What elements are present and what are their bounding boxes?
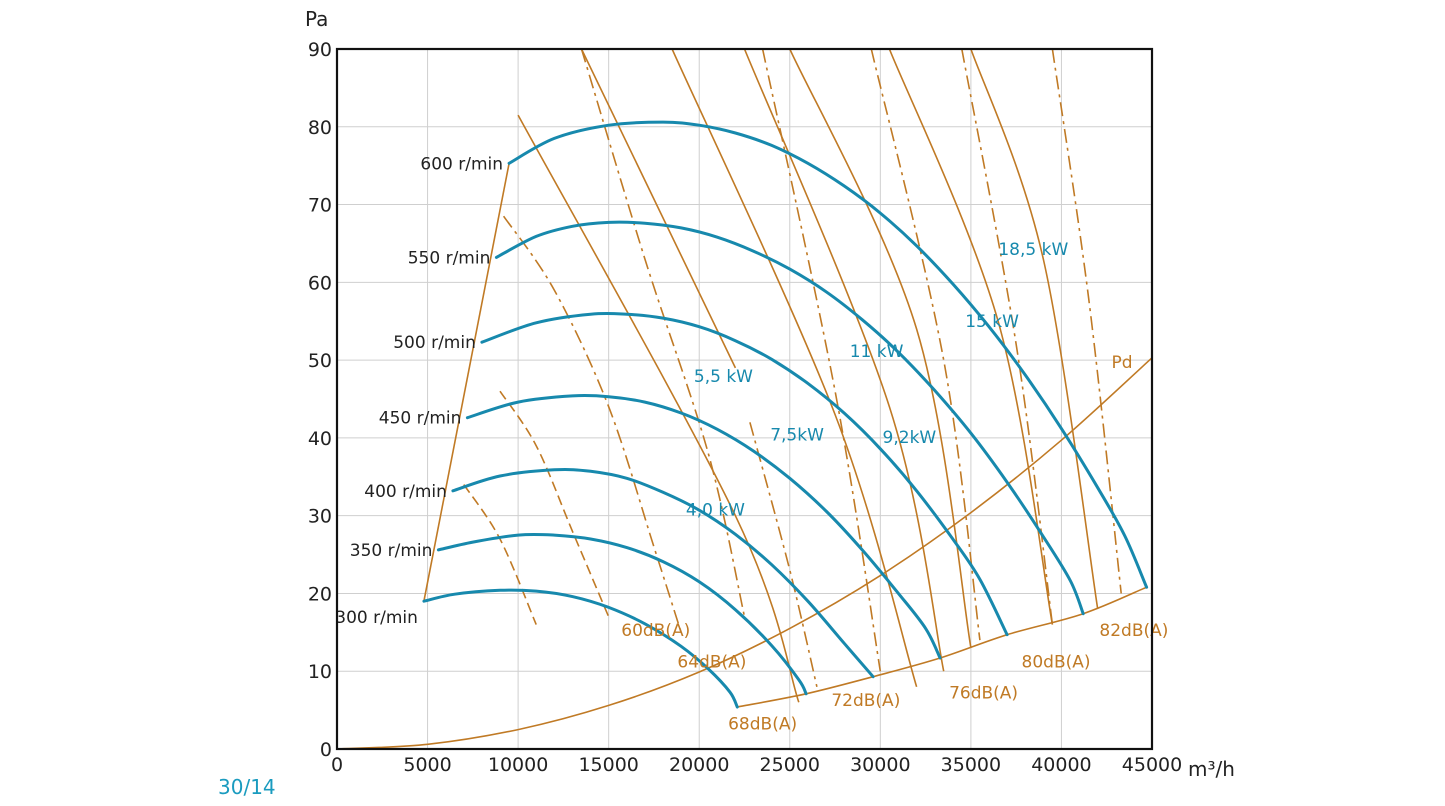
y-tick-label: 50 [308,350,332,372]
power-line [789,49,972,649]
speed-curve-label: 600 r/min [420,154,503,174]
noise-line [499,390,610,618]
power-line-label: 18,5 kW [998,240,1068,260]
speed-curve [480,311,1009,637]
curve-labels: 300 r/min 350 r/min 400 r/min 450 r/min 500 … [335,154,1168,734]
power-line-label: 9,2kW [883,428,937,448]
pd-curve-label: Pd [1111,353,1132,373]
noise-line [1051,49,1122,594]
speed-limit-line [423,163,510,602]
noise-line-label: 64dB(A) [677,652,746,672]
speed-curve-label: 500 r/min [393,333,476,353]
noise-line-label: 80dB(A) [1022,652,1091,672]
power-line-label: 7,5kW [770,426,824,446]
x-tick-label: 5000 [403,754,451,776]
noise-line-label: 72dB(A) [831,691,900,711]
power-line [970,49,1099,610]
x-tick-label: 45000 [1122,754,1182,776]
noise-line-label: 82dB(A) [1099,621,1168,641]
speed-curve-label: 400 r/min [364,482,447,502]
noise-line [463,484,537,625]
power-line-label: 15 kW [965,312,1019,332]
y-axis-label: Pa [305,7,328,31]
grid [337,49,1152,749]
y-tick-label: 0 [320,739,332,761]
x-tick-label: 10000 [488,754,548,776]
speed-curve-label: 550 r/min [408,248,491,268]
y-tick-label: 90 [308,39,332,61]
speed-curve-label: 300 r/min [335,608,418,628]
x-tick-label: 0 [331,754,343,776]
y-tick-label: 20 [308,583,332,605]
x-tick-label: 30000 [850,754,910,776]
power-line [888,49,1054,625]
x-tick-label: 15000 [578,754,638,776]
power-line [580,49,737,369]
x-axis-label: m³/h [1188,757,1235,781]
plot-frame [335,47,1154,751]
x-tick-label: 20000 [669,754,729,776]
noise-line-label: 60dB(A) [621,621,690,641]
power-line-label: 5,5 kW [694,367,753,387]
noise-line [961,49,1054,625]
y-tick-label: 40 [308,428,332,450]
speed-curve [494,220,1085,616]
speed-curve [465,393,942,660]
noise-line-label: 76dB(A) [949,683,1018,703]
speed-curve [436,532,808,696]
speed-curve [422,588,739,709]
y-tick-label: 80 [308,117,332,139]
y-axis-ticks: 0 10 20 30 40 50 60 70 80 90 [308,39,332,761]
noise-line-label: 68dB(A) [728,715,797,735]
y-tick-label: 30 [308,506,332,528]
power-line [517,114,800,703]
page-code: 30/14 [218,775,276,799]
speed-curves [422,120,1149,709]
y-tick-label: 70 [308,195,332,217]
speed-curve-label: 450 r/min [379,409,462,429]
power-line-label: 11 kW [850,342,904,362]
speed-curve-label: 350 r/min [350,541,433,561]
power-line [743,49,945,672]
noise-line [870,49,981,641]
speed-curve [507,120,1149,589]
x-tick-label: 40000 [1031,754,1091,776]
y-tick-label: 10 [308,661,332,683]
speed-curve [451,468,875,679]
noise-line [580,49,746,617]
y-tick-label: 60 [308,272,332,294]
x-tick-label: 35000 [941,754,1001,776]
x-axis-ticks: 0 5000 10000 15000 20000 25000 30000 35000 40000… [331,754,1182,776]
x-tick-label: 25000 [760,754,820,776]
power-line-label: 4,0 kW [686,501,745,521]
noise-line [502,215,682,633]
